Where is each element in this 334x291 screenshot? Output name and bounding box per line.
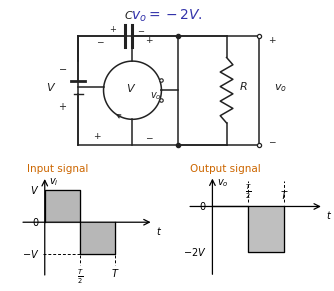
Text: $-$: $-$: [58, 63, 67, 73]
Text: $C$: $C$: [124, 9, 134, 21]
Text: Input signal: Input signal: [27, 164, 88, 174]
Text: $v_o$: $v_o$: [274, 82, 287, 94]
Text: $+$: $+$: [109, 24, 117, 34]
Text: $-$: $-$: [96, 36, 105, 45]
Text: $v_o = -2V.$: $v_o = -2V.$: [131, 7, 203, 24]
Text: $+$: $+$: [268, 35, 277, 45]
Text: $-$: $-$: [268, 136, 277, 145]
Text: $v_o$: $v_o$: [150, 90, 162, 102]
Text: $+$: $+$: [145, 35, 154, 45]
Text: Output signal: Output signal: [190, 164, 261, 174]
Text: $V$: $V$: [46, 81, 56, 93]
Text: $T$: $T$: [111, 267, 119, 279]
Text: $-$: $-$: [145, 132, 154, 141]
Text: $+$: $+$: [58, 101, 67, 112]
Text: $0$: $0$: [199, 200, 207, 212]
Text: $t$: $t$: [156, 225, 162, 237]
Text: $t$: $t$: [326, 209, 332, 221]
Text: $-2V$: $-2V$: [183, 246, 207, 258]
Text: $R$: $R$: [239, 80, 248, 92]
Text: $-$: $-$: [138, 25, 146, 34]
Text: $V$: $V$: [126, 82, 136, 94]
Text: $v_o$: $v_o$: [217, 177, 228, 189]
Text: $+$: $+$: [93, 131, 101, 141]
Text: $T$: $T$: [280, 189, 289, 201]
Text: $V$: $V$: [30, 184, 39, 196]
Text: $-V$: $-V$: [22, 248, 39, 260]
Text: $\frac{T}{2}$: $\frac{T}{2}$: [76, 267, 83, 285]
Text: $\frac{T}{2}$: $\frac{T}{2}$: [245, 183, 252, 201]
Text: $0$: $0$: [32, 216, 39, 228]
Text: $v_i$: $v_i$: [49, 176, 58, 188]
